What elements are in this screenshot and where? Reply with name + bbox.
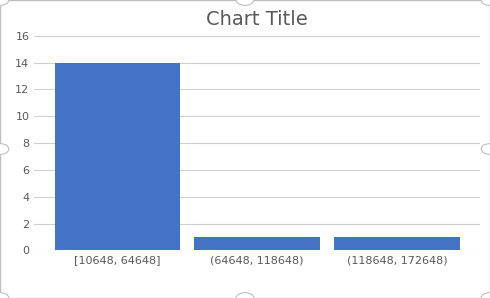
Bar <box>195 237 320 250</box>
Bar <box>54 63 180 250</box>
Bar <box>334 237 460 250</box>
Title: Chart Title: Chart Title <box>206 10 308 29</box>
